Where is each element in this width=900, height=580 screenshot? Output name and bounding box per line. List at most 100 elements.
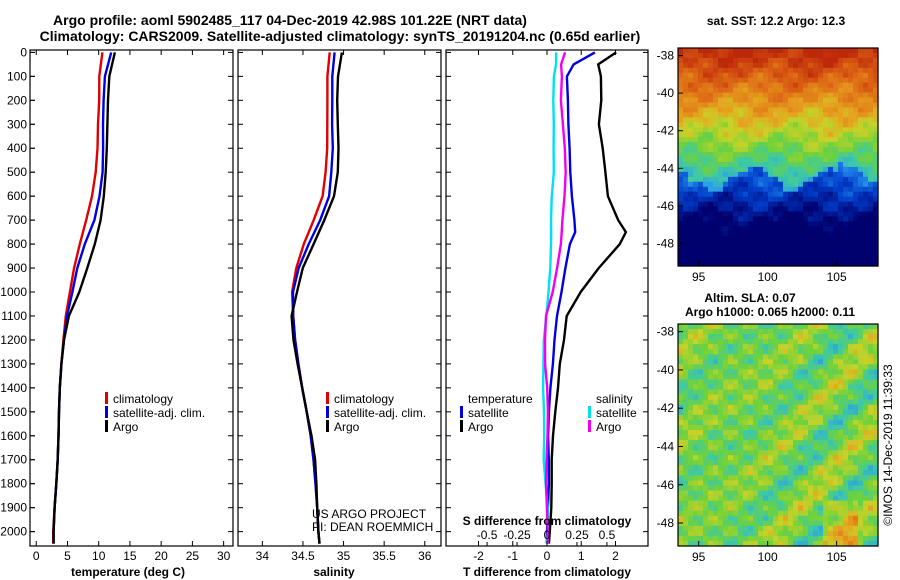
map-cell [868,480,874,487]
title-line-1: Argo profile: aoml 5902485_117 04-Dec-20… [53,12,527,28]
map-cell [758,246,764,252]
map-cell [873,480,879,487]
map-cell [873,62,879,69]
map-cell [838,157,844,163]
map-cell [678,246,684,252]
map-cell [868,171,874,178]
map-cell [813,152,819,158]
map-cell [808,77,814,84]
map-cell [873,67,879,74]
map-cell [763,495,769,502]
map-cell [833,399,839,406]
map-cell [718,485,724,492]
map-cell [803,329,809,335]
depth-tick-label: 400 [7,141,27,155]
map-cell [858,92,864,99]
map-cell [843,117,849,123]
map-cell [708,344,714,350]
map-cell [708,206,714,213]
map-cell [773,419,779,426]
map-cell [873,475,879,482]
map-cell [843,176,849,183]
map-cell [813,500,819,507]
map-cell [853,399,859,406]
map-cell [693,525,699,532]
map-cell [788,48,794,54]
map-cell [693,67,699,74]
map-cell [788,176,794,183]
map-cell [693,384,699,391]
map-cell [733,455,739,461]
map-cell [693,389,699,396]
map-cell [838,171,844,178]
map-cell [728,460,734,466]
map-cell [723,399,729,406]
map-cell [788,540,794,547]
map-cell [868,445,874,451]
map-cell [728,122,734,128]
map-cell [828,221,834,227]
map-cell [758,334,764,340]
map-cell [738,92,744,99]
map-cell [733,490,739,497]
map-cell [788,369,794,376]
map-cell [868,127,874,133]
map-cell [868,176,874,183]
map-cell [843,505,849,512]
map-cell [743,404,749,411]
map-cell [748,465,754,471]
map-cell [788,62,794,69]
map-cell [703,339,709,345]
map-cell [698,246,704,252]
map-cell [743,231,749,237]
map-cell [783,414,789,421]
map-cell [683,127,689,133]
map-cell [743,161,749,168]
map-cell [868,424,874,431]
map-cell [713,329,719,335]
map-cell [728,191,734,198]
map-cell [763,394,769,401]
map-cell [808,142,814,148]
map-cell [718,157,724,163]
map-cell [703,374,709,381]
map-cell [683,460,689,466]
map-cell [778,440,784,446]
map-cell [703,261,709,267]
map-cell [848,48,854,54]
temperature-x-ticks: 0 5 10 15 20 25 30 [33,50,231,563]
map-cell [718,246,724,252]
map-cell [838,191,844,198]
map-cell [793,334,799,340]
map-cell [703,97,709,104]
map-cell [828,354,834,360]
map-cell [788,505,794,512]
map-cell [773,515,779,522]
map-cell [753,201,759,208]
map-cell [808,445,814,451]
map-cell [873,500,879,507]
map-cell [868,226,874,232]
map-cell [723,241,729,247]
map-cell [863,67,869,74]
map-cell [798,261,804,267]
map-cell [683,57,689,64]
map-cell [868,82,874,89]
map-cell [843,540,849,547]
map-cell [748,107,754,113]
map-cell [843,470,849,476]
map-cell [768,236,774,242]
map-cell [778,48,784,54]
map-cell [703,231,709,237]
map-cell [863,530,869,537]
map-cell [763,465,769,471]
map-cell [738,261,744,267]
map-cell [853,339,859,345]
map-cell [733,137,739,143]
map-cell [683,475,689,482]
map-cell [678,435,684,441]
map-cell [733,231,739,237]
map-cell [793,142,799,148]
map-cell [828,480,834,487]
map-cell [718,379,724,386]
